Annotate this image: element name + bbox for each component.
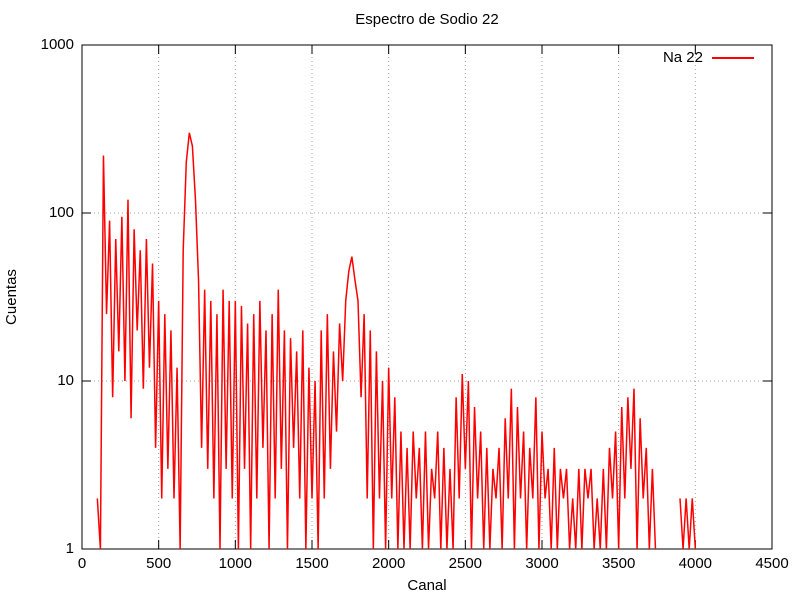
x-tick-label: 500 bbox=[146, 555, 171, 572]
plot-border bbox=[81, 44, 773, 550]
legend-label: Na 22 bbox=[663, 49, 703, 66]
x-tick-label: 1000 bbox=[219, 555, 252, 572]
chart-title: Espectro de Sodio 22 bbox=[355, 11, 498, 28]
data-line bbox=[679, 498, 697, 550]
x-tick-label: 1500 bbox=[295, 555, 328, 572]
x-tick-label: 2500 bbox=[449, 555, 482, 572]
x-tick-label: 2000 bbox=[372, 555, 405, 572]
x-axis-label: Canal bbox=[407, 577, 446, 594]
data-line bbox=[96, 132, 657, 550]
y-tick-label: 1 bbox=[66, 540, 74, 557]
y-tick-label: 100 bbox=[49, 204, 74, 221]
x-tick-label: 4500 bbox=[755, 555, 788, 572]
y-tick-label: 10 bbox=[57, 372, 74, 389]
x-tick-label: 3500 bbox=[602, 555, 635, 572]
x-tick-label: 4000 bbox=[679, 555, 712, 572]
x-tick-label: 0 bbox=[78, 555, 86, 572]
x-tick-label: 3000 bbox=[525, 555, 558, 572]
y-tick-label: 1000 bbox=[41, 36, 74, 53]
y-axis-label: Cuentas bbox=[3, 269, 20, 325]
